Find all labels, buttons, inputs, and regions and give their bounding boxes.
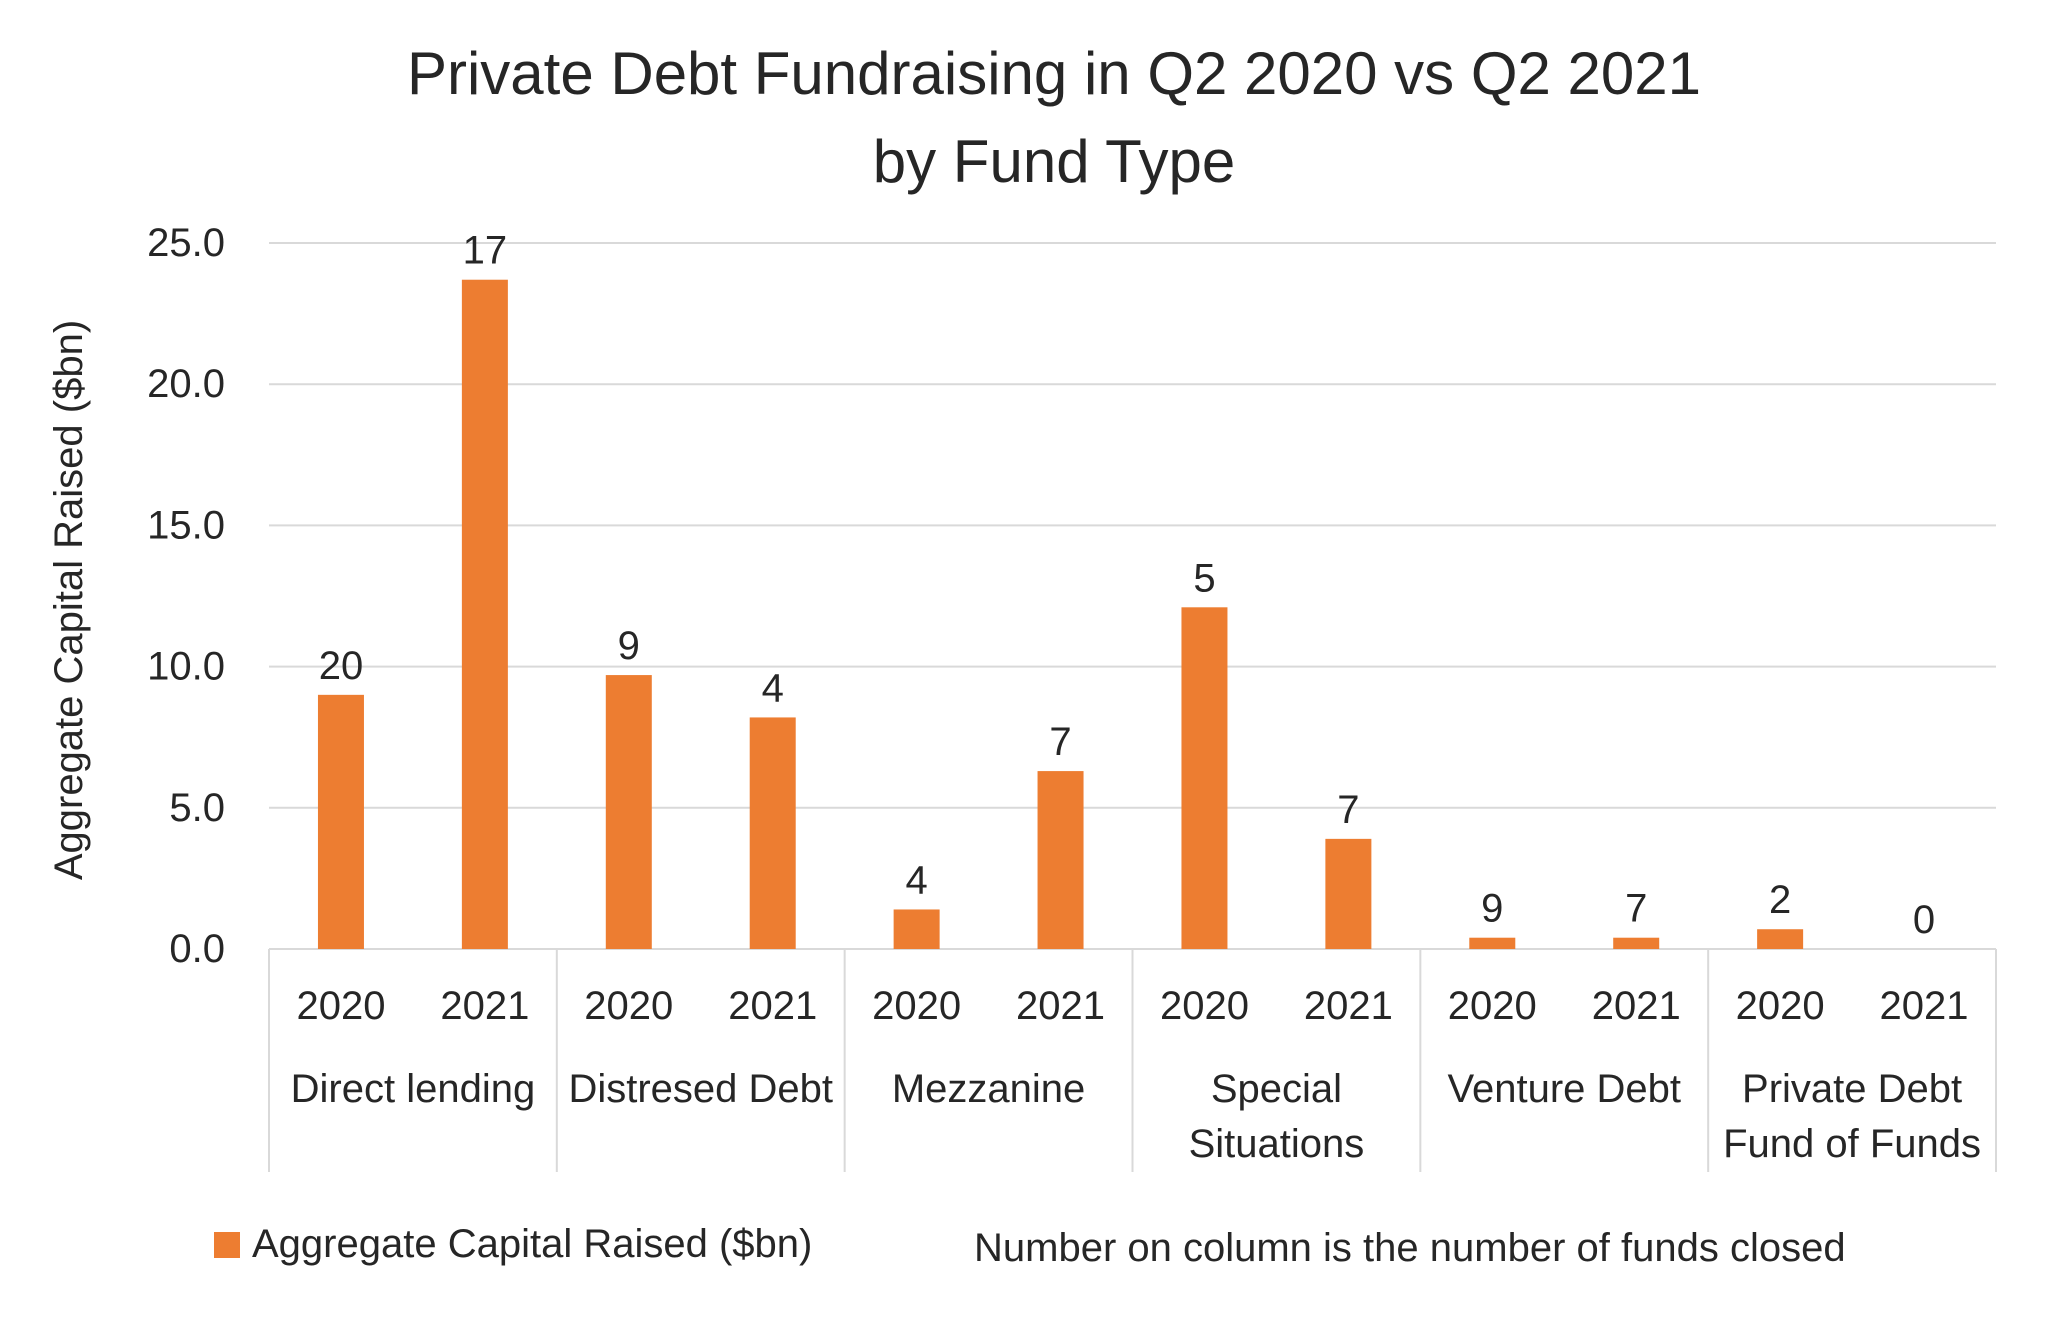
chart-title-line-2: by Fund Type: [873, 128, 1235, 195]
funds-count-label: 0: [1913, 898, 1935, 942]
year-tick-label: 2020: [872, 984, 961, 1028]
bar: [1181, 607, 1228, 949]
year-tick-label: 2021: [1592, 984, 1681, 1028]
year-tick-label: 2020: [584, 984, 673, 1028]
year-tick-label: 2021: [1880, 984, 1969, 1028]
funds-count-label: 9: [1481, 887, 1503, 931]
y-tick-label: 15.0: [147, 503, 225, 547]
bar: [1037, 771, 1084, 949]
year-tick-label: 2021: [1016, 984, 1105, 1028]
year-tick-label: 2021: [1304, 984, 1393, 1028]
bar: [1469, 937, 1516, 949]
legend-swatch: [214, 1232, 240, 1258]
funds-count-label: 2: [1769, 878, 1791, 922]
funds-count-label: 20: [319, 644, 364, 688]
year-tick-label: 2020: [1448, 984, 1537, 1028]
funds-count-label: 9: [618, 624, 640, 668]
funds-count-label: 5: [1193, 556, 1215, 600]
year-tick-label: 2020: [1736, 984, 1825, 1028]
y-tick-label: 5.0: [169, 786, 225, 830]
y-tick-label: 10.0: [147, 645, 225, 689]
bar: [605, 675, 652, 949]
bar: [893, 909, 940, 949]
funds-count-label: 7: [1337, 788, 1359, 832]
year-tick-label: 2021: [440, 984, 529, 1028]
year-tick-label: 2020: [1160, 984, 1249, 1028]
y-tick-label: 20.0: [147, 362, 225, 406]
category-label: Mezzanine: [892, 1067, 1085, 1111]
funds-count-label: 4: [906, 858, 928, 902]
funds-count-label: 4: [762, 666, 784, 710]
category-label: Fund of Funds: [1723, 1122, 1981, 1166]
funds-count-label: 7: [1049, 720, 1071, 764]
legend-series-label: Aggregate Capital Raised ($bn): [252, 1222, 812, 1266]
category-label: Direct lending: [291, 1067, 536, 1111]
bar: [749, 717, 796, 949]
funds-count-label: 17: [463, 229, 508, 273]
year-tick-label: 2021: [728, 984, 817, 1028]
legend-note: Number on column is the number of funds …: [974, 1226, 1846, 1270]
category-label: Situations: [1189, 1122, 1365, 1166]
y-tick-label: 0.0: [169, 927, 225, 971]
bar: [317, 694, 364, 949]
chart-title-line-1: Private Debt Fundraising in Q2 2020 vs Q…: [407, 40, 1701, 107]
y-tick-label: 25.0: [147, 221, 225, 265]
category-label: Private Debt: [1742, 1067, 1962, 1111]
bar: [1325, 838, 1372, 949]
funds-count-label: 7: [1625, 887, 1647, 931]
y-axis-label: Aggregate Capital Raised ($bn): [47, 320, 91, 880]
bar: [1757, 929, 1804, 949]
category-label: Special: [1211, 1067, 1342, 1111]
category-label: Venture Debt: [1448, 1067, 1682, 1111]
category-label: Distresed Debt: [568, 1067, 833, 1111]
bar: [461, 279, 508, 949]
bar: [1613, 937, 1660, 949]
year-tick-label: 2020: [296, 984, 385, 1028]
